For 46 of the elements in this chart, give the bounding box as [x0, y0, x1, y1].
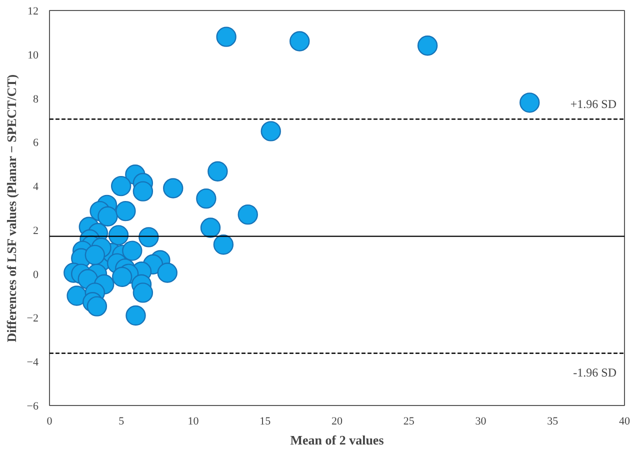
y-tick-label: 6	[33, 137, 39, 150]
y-axis-title: Differences of LSF values (Planar − SPECT/CT)	[4, 74, 19, 342]
point	[213, 234, 234, 255]
x-tick-label: 35	[547, 416, 559, 428]
x-tick-label: 5	[118, 416, 125, 428]
point	[157, 262, 178, 283]
y-tick-label: −4	[26, 356, 39, 369]
point	[132, 282, 154, 303]
x-tick-label: 20	[332, 416, 343, 428]
point	[238, 204, 258, 225]
point	[116, 200, 136, 222]
point	[196, 188, 216, 209]
y-tick-label: −6	[26, 400, 39, 412]
ref-line-label: -1.96 SD	[573, 365, 617, 380]
point	[520, 92, 540, 113]
y-tick-label: −2	[26, 312, 39, 325]
point	[126, 305, 146, 326]
point	[163, 178, 184, 198]
y-tick-label: 4	[33, 181, 39, 194]
y-tick-label: 10	[28, 49, 39, 62]
point	[200, 218, 221, 238]
point	[84, 244, 106, 266]
point	[98, 206, 118, 226]
y-tick-label: 12	[28, 6, 38, 18]
x-tick-label: 15	[260, 416, 272, 428]
point	[260, 121, 281, 142]
ref-line-label: +1.96 SD	[570, 97, 617, 112]
point	[112, 266, 132, 287]
y-tick-label: 8	[33, 93, 39, 106]
point	[417, 36, 438, 56]
x-tick-label: 10	[188, 416, 200, 428]
point	[132, 181, 154, 202]
x-tick-label: 40	[619, 416, 630, 428]
x-tick-label: 25	[403, 416, 415, 428]
point	[290, 31, 310, 52]
point	[110, 176, 132, 196]
x-tick-label: 30	[475, 416, 487, 428]
x-axis-title: Mean of 2 values	[290, 432, 384, 448]
point	[122, 240, 142, 261]
x-tick-label: 0	[46, 416, 53, 428]
y-tick-label: 2	[33, 224, 38, 237]
point	[66, 286, 87, 306]
y-tick-label: 0	[33, 268, 39, 281]
point	[86, 296, 108, 316]
point	[216, 26, 236, 47]
point	[208, 161, 228, 182]
